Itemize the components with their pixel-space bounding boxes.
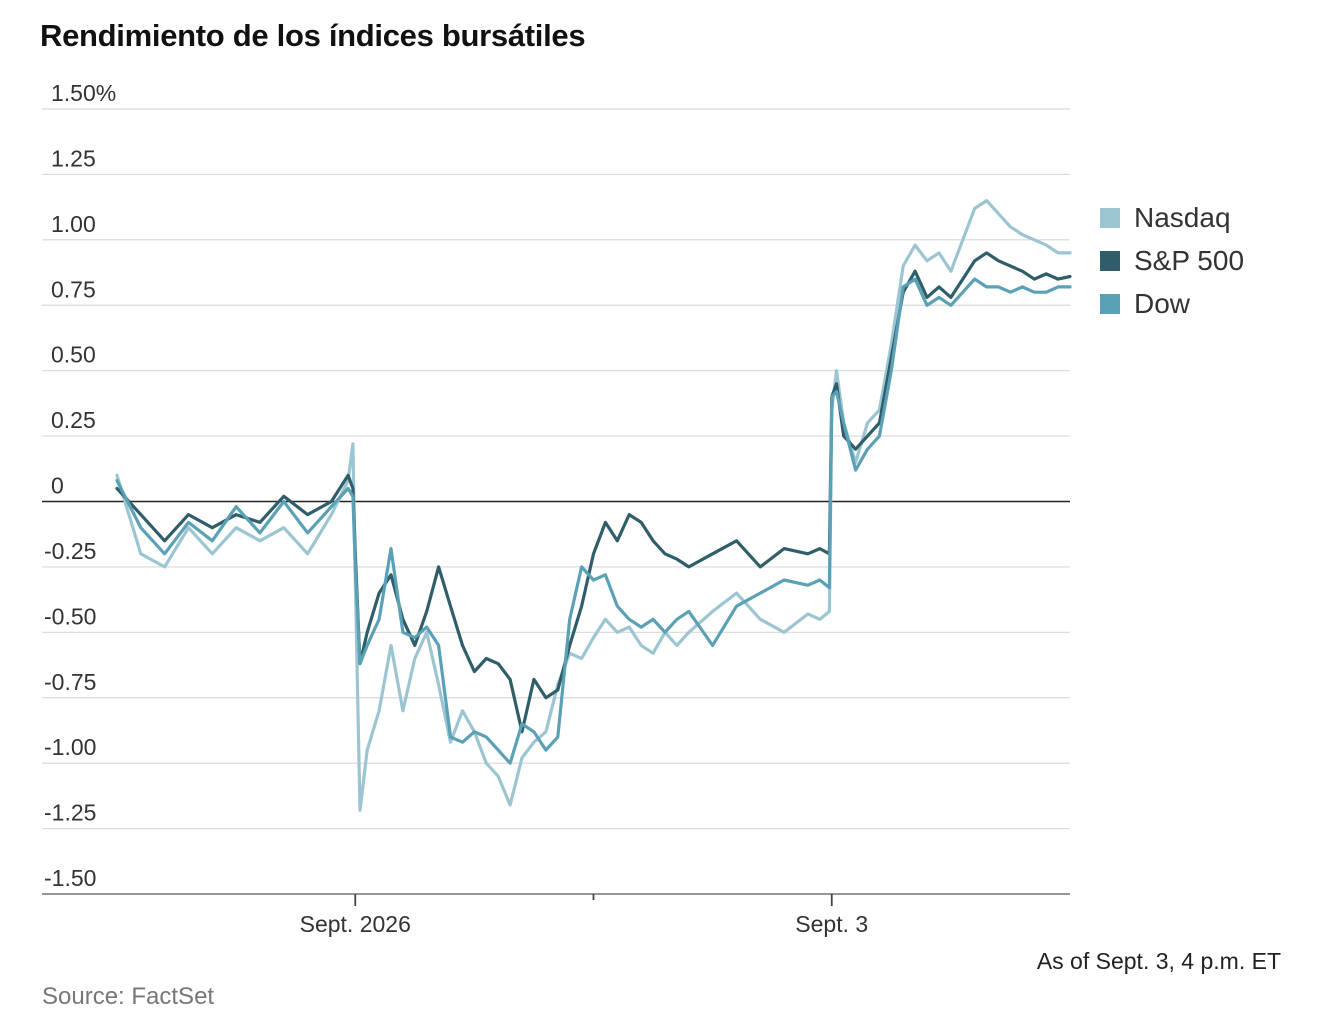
legend-label-nasdaq: Nasdaq — [1134, 202, 1231, 233]
y-tick-label: -1.50 — [44, 865, 96, 891]
series-lines — [115, 199, 1072, 812]
timestamp-note: As of Sept. 3, 4 p.m. ET — [1036, 948, 1281, 974]
legend-swatch-nasdaq — [1100, 208, 1120, 228]
y-tick-label: 1.50% — [51, 80, 116, 106]
y-tick-label: -0.25 — [44, 538, 96, 564]
gridlines — [42, 108, 1070, 895]
series-line-s-p-500 — [115, 251, 1072, 734]
legend-label-dow: Dow — [1134, 288, 1191, 319]
legend-swatch-s-p-500 — [1100, 251, 1120, 271]
y-tick-label: -1.25 — [44, 800, 96, 826]
y-tick-label: 1.00 — [51, 211, 96, 237]
x-tick-label: Sept. 2026 — [300, 911, 411, 937]
y-tick-label: 0.75 — [51, 276, 96, 302]
legend-swatch-dow — [1100, 294, 1120, 314]
y-tick-label: -1.00 — [44, 734, 96, 760]
legend-label-s-p-500: S&P 500 — [1134, 245, 1244, 276]
y-tick-label: -0.50 — [44, 603, 96, 629]
y-tick-label: 0.50 — [51, 342, 96, 368]
series-line-nasdaq — [115, 199, 1072, 812]
chart-title: Rendimiento de los índices bursátiles — [40, 18, 586, 53]
x-axis: Sept. 2026 Sept. 3 — [42, 893, 1070, 937]
source-note: Source: FactSet — [42, 983, 215, 1010]
legend: Nasdaq S&P 500 Dow — [1100, 202, 1244, 319]
y-axis-ticks: 1.50% 1.25 1.00 0.75 0.50 0.25 0 -0.25 -0.50 -0.7… — [44, 80, 116, 891]
y-tick-label: 0 — [51, 473, 64, 499]
x-tick-label: Sept. 3 — [795, 911, 868, 937]
series-line-dow — [115, 277, 1072, 765]
y-tick-label: 1.25 — [51, 145, 96, 171]
y-tick-label: -0.75 — [44, 669, 96, 695]
y-tick-label: 0.25 — [51, 407, 96, 433]
